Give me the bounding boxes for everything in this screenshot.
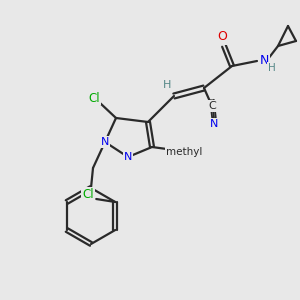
Text: methyl: methyl: [166, 147, 202, 157]
Text: Cl: Cl: [88, 92, 100, 104]
Text: O: O: [217, 31, 227, 44]
Text: H: H: [163, 80, 171, 90]
Text: N: N: [101, 137, 109, 147]
Text: N: N: [210, 119, 218, 129]
Text: N: N: [259, 55, 269, 68]
Text: H: H: [268, 63, 276, 73]
Text: C: C: [208, 101, 216, 111]
Text: N: N: [124, 152, 132, 162]
Text: Cl: Cl: [82, 188, 94, 200]
